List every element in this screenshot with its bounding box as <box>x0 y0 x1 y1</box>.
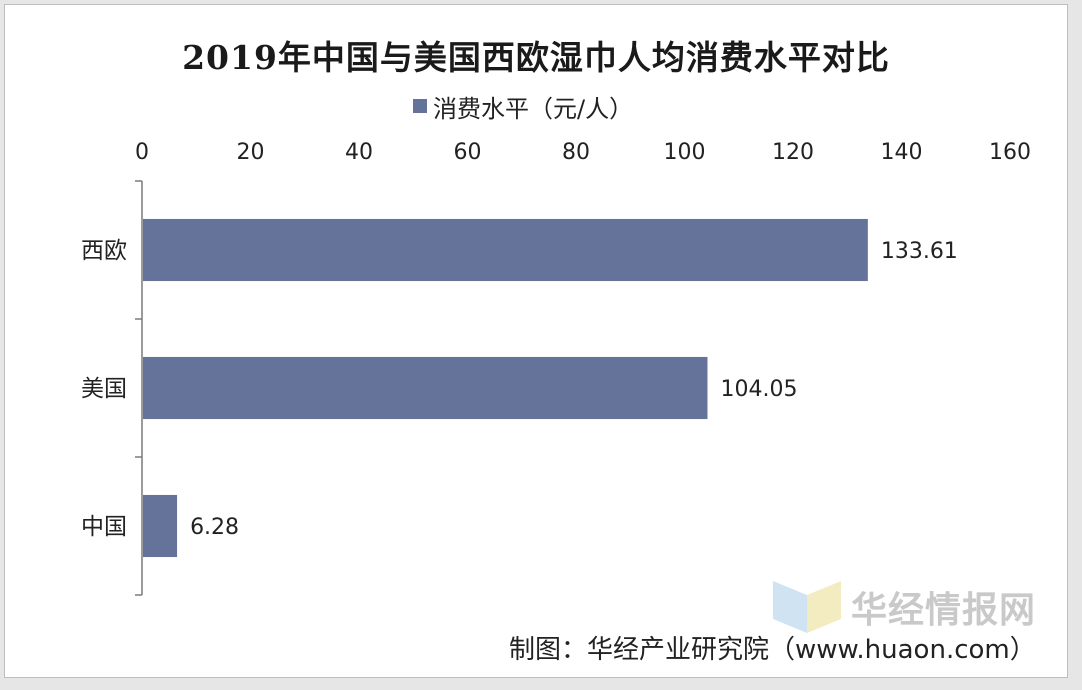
category-label-1: 美国 <box>81 376 127 402</box>
bar-2 <box>143 494 178 558</box>
source-note: 制图：华经产业研究院（www.huaon.com） <box>509 635 1036 665</box>
watermark-text: 华经情报网 <box>851 590 1037 631</box>
chart-title: 2019年中国与美国西欧湿巾人均消费水平对比 <box>182 38 890 77</box>
chart-plot: 0 20 40 60 80 100 120 140 160 西欧 133.61 美国 104.05 中国 6… <box>81 140 1031 596</box>
x-tick-label-2: 40 <box>345 140 373 165</box>
x-tick-label-0: 0 <box>135 140 149 165</box>
chart-frame: 2019年中国与美国西欧湿巾人均消费水平对比 消费水平（元/人） 0 20 40 60… <box>4 4 1068 678</box>
x-tick-label-8: 160 <box>989 140 1031 165</box>
x-tick-label-1: 20 <box>237 140 265 165</box>
category-label-0: 西欧 <box>81 238 127 264</box>
category-label-2: 中国 <box>81 514 127 540</box>
x-tick-label-6: 120 <box>772 140 814 165</box>
legend-swatch <box>413 99 427 113</box>
x-tick-label-5: 100 <box>664 140 706 165</box>
legend: 消费水平（元/人） <box>413 91 634 123</box>
watermark: 华经情报网 <box>773 581 1036 633</box>
data-label-2: 6.28 <box>190 515 239 540</box>
watermark-logo-icon <box>773 581 841 633</box>
legend-label: 消费水平（元/人） <box>433 94 634 123</box>
bar-1 <box>143 356 708 420</box>
x-tick-label-7: 140 <box>881 140 923 165</box>
data-label-0: 133.61 <box>881 239 958 264</box>
x-tick-label-4: 80 <box>562 140 590 165</box>
data-label-1: 104.05 <box>720 377 797 402</box>
bar-0 <box>143 218 868 282</box>
x-tick-label-3: 60 <box>454 140 482 165</box>
